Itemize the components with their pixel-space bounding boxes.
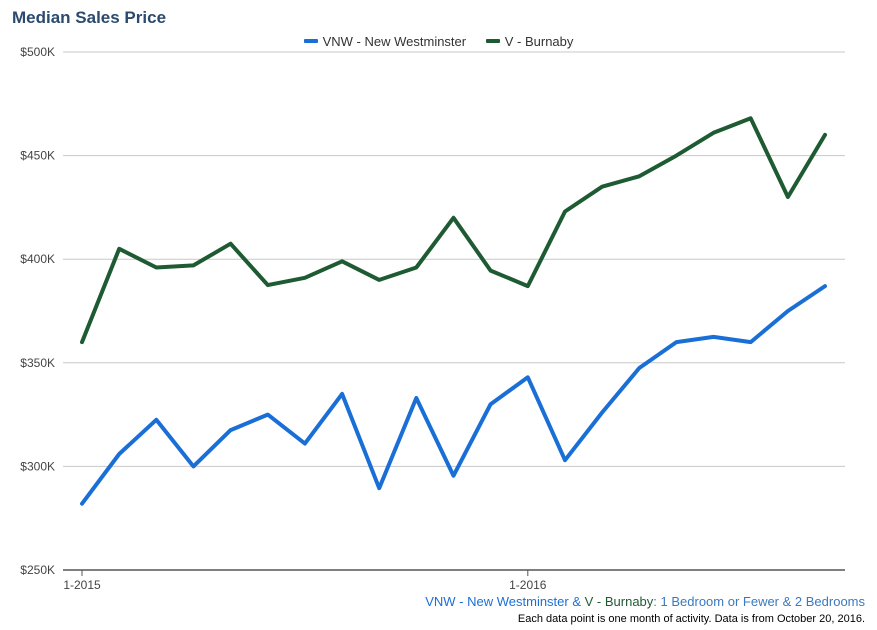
footer-property-types: : 1 Bedroom or Fewer & 2 Bedrooms <box>653 594 865 609</box>
legend-swatch-burnaby <box>485 39 500 43</box>
x-axis: 1-2015 1-2016 <box>63 569 845 592</box>
footer-caption: VNW - New Westminster & V - Burnaby: 1 B… <box>425 594 865 609</box>
x-tick-label-1: 1-2016 <box>509 578 547 592</box>
y-tick-label-350000: $350K <box>20 356 55 370</box>
legend-item-burnaby[interactable]: V - Burnaby <box>485 33 574 49</box>
y-tick-label-500000: $500K <box>20 45 55 59</box>
chart-title: Median Sales Price <box>12 8 167 27</box>
series-line-new-westminster <box>80 284 827 506</box>
y-tick-label-300000: $300K <box>20 459 55 473</box>
legend-item-new-westminster[interactable]: VNW - New Westminster <box>303 33 467 49</box>
y-tick-label-250000: $250K <box>20 563 55 577</box>
legend-swatch-new-westminster <box>303 39 318 43</box>
series-lines <box>80 116 827 506</box>
chart-legend: VNW - New Westminster V - Burnaby <box>0 31 877 49</box>
x-tick-label-0: 1-2015 <box>63 578 101 592</box>
footer-note: Each data point is one month of activity… <box>517 613 865 625</box>
y-tick-label-400000: $400K <box>20 252 55 266</box>
series-line-burnaby <box>80 116 827 345</box>
footer-area-a: VNW - New Westminster <box>425 594 569 609</box>
grid-lines <box>63 51 845 467</box>
y-tick-label-450000: $450K <box>20 149 55 163</box>
legend-label-new-westminster: VNW - New Westminster <box>322 33 467 49</box>
legend-label-burnaby: V - Burnaby <box>504 33 574 49</box>
footer-area-b: V - Burnaby <box>584 594 654 609</box>
y-axis-tick-labels: $250K $300K $350K $400K $450K $500K <box>20 45 55 577</box>
footer-ampersand: & <box>568 594 585 609</box>
